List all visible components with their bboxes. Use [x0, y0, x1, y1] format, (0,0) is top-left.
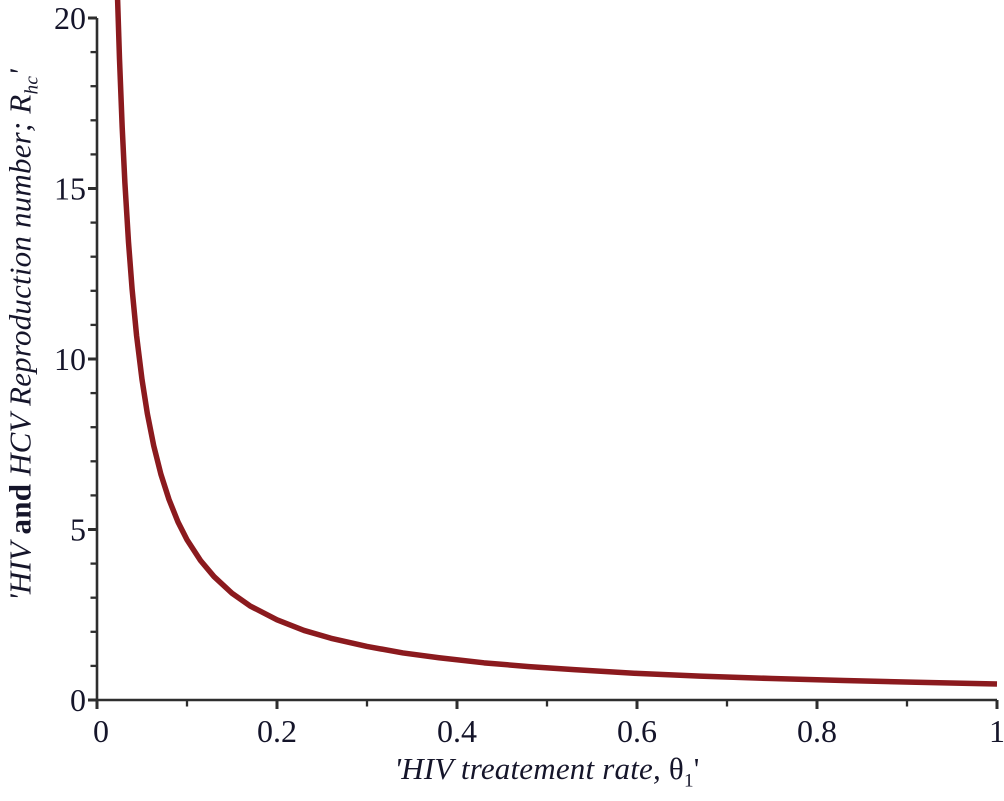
y-axis-label: 'HIV and HCV Reproduction number; Rhc': [2, 69, 43, 601]
y-tick-label: 20: [54, 0, 86, 36]
x-tick-label: 0.2: [257, 713, 297, 749]
x-tick-label: 0: [93, 713, 109, 749]
x-axis-label: 'HIV treatement rate, θ1': [394, 751, 699, 792]
x-tick-label: 1: [989, 713, 1004, 749]
axis-label-run: ': [693, 751, 700, 786]
y-tick-label: 5: [70, 512, 86, 548]
axis-label-run: 1: [683, 770, 694, 792]
x-tick-label: 0.4: [437, 713, 477, 749]
y-tick-label: 0: [70, 682, 86, 718]
axis-label-run: 'HIV: [2, 534, 38, 601]
axis-label-run: 'HIV treatement rate,: [394, 751, 669, 786]
axis-label-run: and: [2, 483, 38, 535]
axis-label-run: ': [2, 69, 38, 76]
y-tick-label: 10: [54, 341, 86, 377]
axis-label-run: hc: [21, 75, 43, 95]
reproduction-number-curve: [114, 0, 998, 687]
x-tick-label: 0.8: [797, 713, 837, 749]
axis-label-run: θ: [668, 751, 684, 786]
y-tick-label: 15: [54, 171, 86, 207]
axis-label-run: HCV Reproduction number; R: [2, 94, 38, 484]
x-tick-label: 0.6: [617, 713, 657, 749]
